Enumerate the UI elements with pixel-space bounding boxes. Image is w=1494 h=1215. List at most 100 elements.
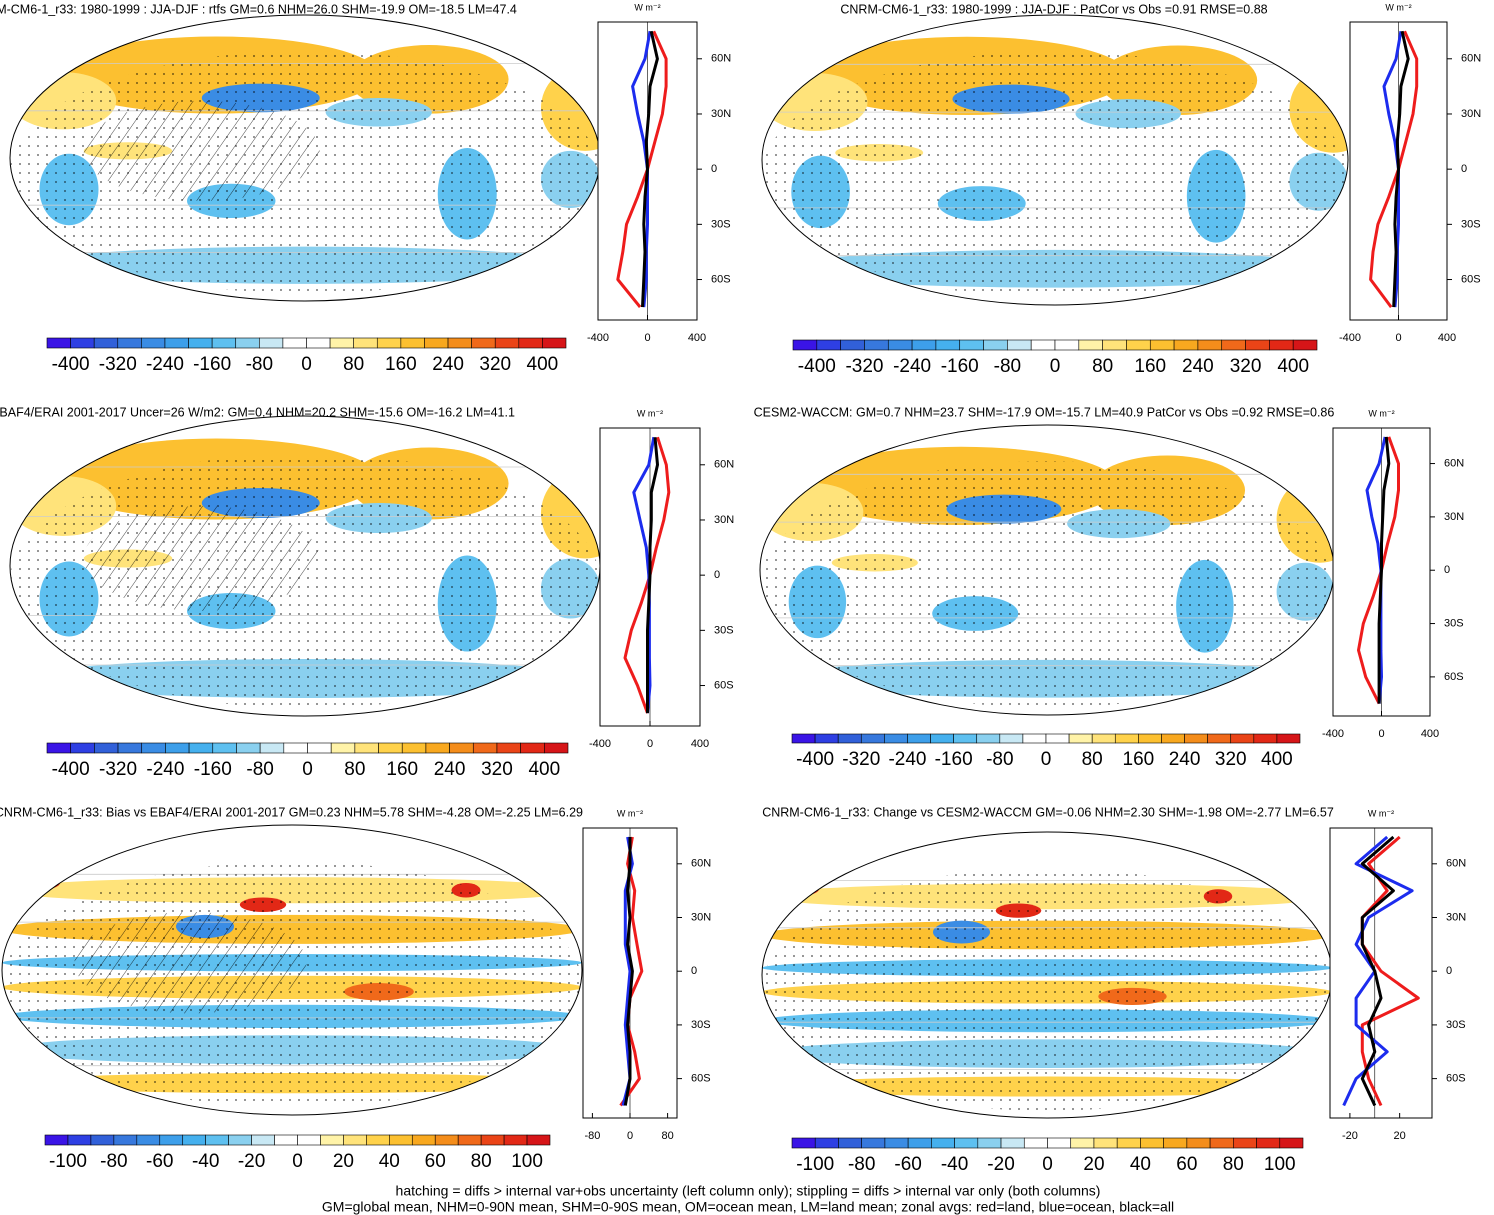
colorbar-label: 320: [1215, 749, 1247, 770]
colorbar-swatch: [353, 337, 378, 349]
colorbar-swatch: [494, 337, 520, 349]
colorbar-label: -320: [845, 356, 883, 377]
colorbar-swatch: [1279, 1137, 1304, 1149]
colorbar-swatch: [1000, 1137, 1025, 1149]
x-tick-label: -20: [1342, 1130, 1358, 1142]
colorbar-swatch: [520, 742, 545, 754]
colorbar-swatch: [449, 742, 474, 754]
y-tick-label: 60S: [1461, 273, 1481, 285]
colorbar-label: -80: [246, 759, 273, 780]
footer-line: hatching = diffs > internal var+obs unce…: [396, 1183, 1101, 1199]
colorbar-swatch: [259, 337, 284, 349]
zonal-profile: [619, 836, 644, 1107]
colorbar-swatch: [542, 337, 567, 349]
colorbar-label: -20: [987, 1154, 1014, 1175]
colorbar-swatch: [1207, 733, 1232, 744]
y-tick-label: 30N: [714, 514, 734, 526]
colorbar-label: -400: [798, 356, 836, 377]
y-tick-label: 30S: [691, 1019, 711, 1031]
x-tick-label: 400: [688, 332, 706, 344]
x-tick-label: 0: [1395, 332, 1401, 344]
colorbar-swatch: [70, 742, 95, 754]
unit-label: W m⁻²: [637, 408, 663, 418]
y-tick-label: 60S: [1446, 1073, 1466, 1085]
y-tick-label: 30S: [714, 624, 734, 636]
colorbar-label: -320: [842, 749, 880, 770]
colorbar-swatch: [1070, 1137, 1095, 1149]
colorbar-swatch: [518, 337, 543, 349]
colorbar-swatch: [1245, 339, 1270, 351]
y-tick-label: 0: [1446, 965, 1452, 977]
colorbar-swatch: [306, 337, 331, 349]
colorbar-swatch: [814, 733, 839, 744]
colorbar-swatch: [911, 339, 937, 351]
colorbar-swatch: [1149, 339, 1175, 351]
colorbar-label: 160: [385, 354, 417, 375]
colorbar-label: 240: [1182, 356, 1214, 377]
colorbar-swatch: [860, 733, 885, 744]
colorbar-swatch: [1256, 1137, 1281, 1149]
colorbar-swatch: [1140, 1137, 1164, 1149]
x-tick-label: 0: [647, 738, 653, 750]
colorbar-swatch: [136, 1134, 161, 1146]
colorbar-swatch: [228, 1134, 252, 1146]
y-tick-label: 60N: [714, 459, 734, 471]
y-tick-label: 0: [1461, 163, 1467, 175]
colorbar-swatch: [1102, 339, 1127, 351]
colorbar-swatch: [307, 742, 332, 754]
y-tick-label: 30S: [1444, 617, 1464, 629]
y-tick-label: 60N: [1461, 53, 1481, 65]
colorbar-swatch: [1138, 733, 1162, 744]
colorbar-swatch: [1173, 339, 1199, 351]
colorbar-swatch: [424, 337, 449, 349]
colorbar-swatch: [67, 1134, 92, 1146]
colorbar-label: 80: [1082, 749, 1103, 770]
colorbar-swatch: [1233, 1137, 1257, 1149]
y-tick-label: 30N: [691, 911, 711, 923]
y-tick-label: 0: [714, 569, 720, 581]
colorbar-label: 0: [301, 354, 312, 375]
colorbar-swatch: [837, 733, 862, 744]
colorbar-swatch: [141, 337, 166, 349]
unit-label: W m⁻²: [1368, 408, 1394, 418]
colorbar-swatch: [861, 1137, 886, 1149]
colorbar-label: 320: [479, 354, 511, 375]
colorbar-swatch: [930, 733, 954, 744]
colorbar-swatch: [884, 1137, 909, 1149]
zonal-profile: [623, 837, 634, 1106]
panel-title: CNRM-CM6-1_r33: Bias vs EBAF4/ERAI 2001-…: [0, 805, 583, 819]
colorbar-swatch: [1184, 733, 1208, 744]
x-tick-label: 0: [1378, 728, 1384, 740]
colorbar-swatch: [959, 339, 984, 351]
colorbar-label: 100: [1264, 1154, 1296, 1175]
zonal-profile: [1377, 436, 1391, 704]
colorbar-label: 160: [1134, 356, 1166, 377]
x-tick-label: -400: [587, 332, 609, 344]
colorbar-label: -100: [49, 1151, 87, 1172]
colorbar-swatch: [1161, 733, 1185, 744]
colorbar-swatch: [141, 742, 166, 754]
colorbar-swatch: [983, 339, 1008, 351]
hatching: [83, 100, 320, 201]
hatching: [83, 506, 320, 611]
colorbar-swatch: [297, 1134, 321, 1146]
y-tick-label: 30S: [1446, 1019, 1466, 1031]
colorbar-label: -80: [986, 749, 1013, 770]
colorbar-label: -80: [994, 356, 1021, 377]
unit-label: W m⁻²: [1385, 2, 1411, 12]
colorbar-swatch: [1022, 733, 1047, 744]
colorbar-swatch: [907, 733, 931, 744]
panel-title: CNRM-CM6-1_r33: 1980-1999 : JJA-DJF : Pa…: [840, 2, 1267, 16]
colorbar-label: -400: [796, 749, 834, 770]
colorbar-swatch: [471, 337, 496, 349]
colorbar-label: 0: [302, 759, 313, 780]
colorbar-label: 0: [1042, 1154, 1053, 1175]
colorbar-swatch: [814, 1137, 839, 1149]
x-tick-label: -400: [1322, 728, 1344, 740]
colorbar-label: 80: [1223, 1154, 1244, 1175]
colorbar-label: 40: [1130, 1154, 1151, 1175]
y-tick-label: 0: [711, 163, 717, 175]
colorbar-swatch: [354, 742, 379, 754]
y-tick-label: 60N: [711, 53, 731, 65]
unit-label: W m⁻²: [617, 808, 643, 818]
